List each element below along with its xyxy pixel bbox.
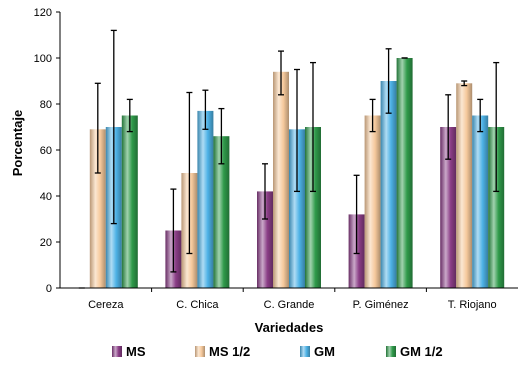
bar xyxy=(89,129,106,288)
y-tick-label: 40 xyxy=(40,191,52,203)
y-axis-title: Porcentaje xyxy=(10,110,25,176)
bar xyxy=(440,127,457,288)
bar xyxy=(364,115,381,288)
bar xyxy=(257,191,273,288)
y-tick-label: 60 xyxy=(40,145,52,157)
legend-swatch xyxy=(112,346,122,357)
legend-label: MS xyxy=(126,344,146,359)
bar xyxy=(396,58,413,288)
legend-swatch xyxy=(300,346,310,357)
y-tick-label: 100 xyxy=(34,53,52,65)
y-tick-label: 20 xyxy=(40,237,52,249)
bar xyxy=(197,110,214,289)
x-tick-label: C. Grande xyxy=(264,299,315,311)
bar xyxy=(273,71,289,288)
y-tick-label: 80 xyxy=(40,99,52,111)
bar xyxy=(456,83,473,288)
legend-swatch xyxy=(195,346,205,357)
bar xyxy=(380,81,397,288)
bar xyxy=(472,115,489,288)
y-tick-label: 0 xyxy=(46,283,52,295)
legend-label: MS 1/2 xyxy=(209,344,250,359)
bar xyxy=(121,115,138,288)
bar xyxy=(488,127,505,288)
legend: MS MS 1/2 GM GM 1/2 xyxy=(112,344,443,359)
x-tick-label: P. Giménez xyxy=(353,299,409,311)
legend-label: GM xyxy=(314,344,335,359)
legend-label: GM 1/2 xyxy=(400,344,443,359)
x-tick-label: Cereza xyxy=(88,299,124,311)
legend-swatch xyxy=(386,346,396,357)
x-tick-label: C. Chica xyxy=(176,299,219,311)
x-tick-label: T. Riojano xyxy=(448,299,497,311)
bar xyxy=(213,136,230,288)
bar xyxy=(289,129,305,288)
x-axis-title: Variedades xyxy=(255,320,324,335)
bar xyxy=(305,127,321,288)
y-tick-label: 120 xyxy=(34,7,52,19)
